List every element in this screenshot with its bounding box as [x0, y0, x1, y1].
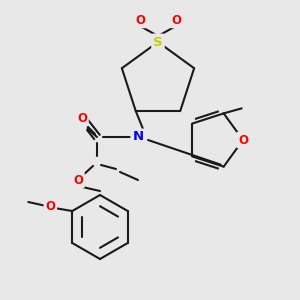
- Text: O: O: [75, 116, 85, 128]
- Text: N: N: [132, 130, 144, 143]
- Text: O: O: [45, 200, 55, 212]
- Text: O: O: [135, 14, 145, 26]
- Text: O: O: [238, 134, 248, 146]
- Text: S: S: [153, 35, 163, 49]
- Text: O: O: [77, 112, 87, 124]
- Text: O: O: [171, 14, 181, 26]
- Text: O: O: [73, 173, 83, 187]
